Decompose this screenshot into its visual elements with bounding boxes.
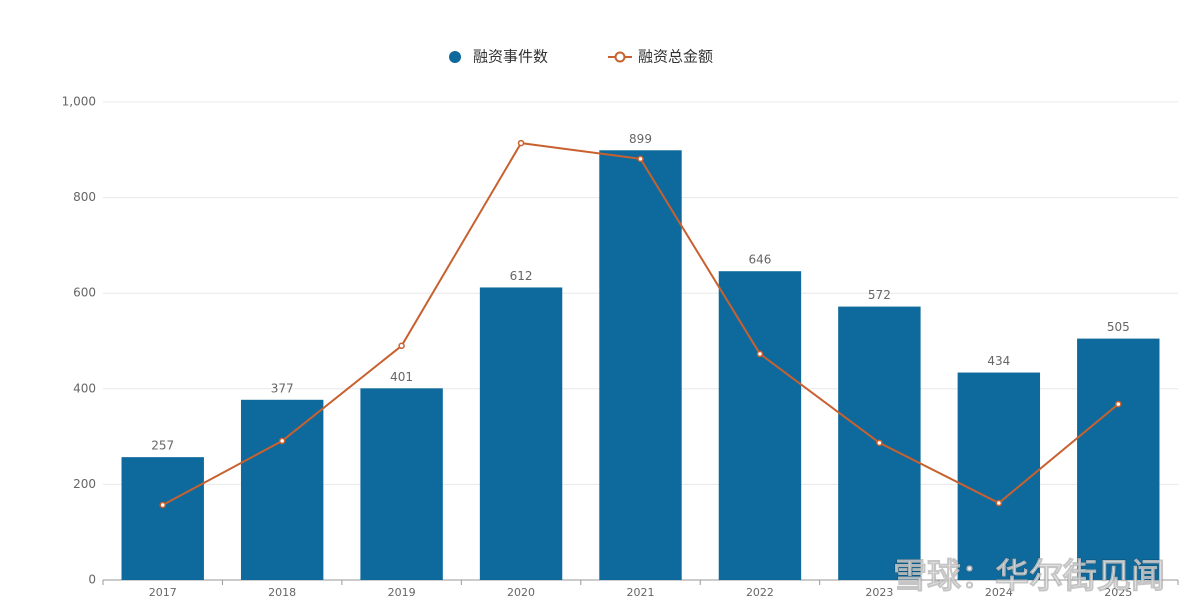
value-label: 572 [868,288,891,302]
x-tick-label: 2023 [865,586,893,599]
value-label: 612 [510,269,533,283]
value-label: 257 [151,439,174,453]
legend-marker [449,51,461,63]
value-label: 434 [987,354,1010,368]
value-label: 505 [1107,320,1130,334]
x-tick-label: 2018 [268,586,296,599]
x-tick-label: 2024 [985,586,1013,599]
x-tick-label: 2025 [1104,586,1132,599]
line-point [517,139,525,147]
line-point [637,155,644,163]
bar [121,457,204,580]
line-point [1115,400,1122,408]
line-point [398,342,405,350]
line-point [876,439,883,447]
bar [957,372,1041,580]
value-label: 646 [748,253,771,267]
bar [599,150,682,580]
legend-marker [614,51,626,63]
line-point [278,437,286,445]
x-tick-label: 2017 [149,586,177,599]
x-tick-label: 2022 [746,586,774,599]
line-point [159,501,166,509]
value-label: 377 [271,381,294,395]
bar [718,271,802,580]
x-tick-label: 2021 [627,586,655,599]
x-tick-label: 2019 [388,586,416,599]
bar [360,388,443,580]
value-label: 899 [629,132,652,146]
bar [479,287,563,580]
legend-label: 融资事件数 [473,48,548,66]
value-label: 401 [390,370,413,384]
y-tick-label: 1,000 [62,95,96,109]
y-tick-label: 800 [73,190,96,204]
y-tick-label: 0 [88,573,96,587]
y-tick-label: 400 [73,381,96,395]
bar [1077,338,1160,580]
x-tick-label: 2020 [507,586,535,599]
bar [240,399,324,580]
watermark: 雪球：华尔街见闻 [893,557,1165,597]
legend-label: 融资总金额 [638,48,713,66]
line-point [995,499,1003,507]
y-tick-label: 200 [73,477,96,491]
line-point [756,350,764,358]
y-tick-label: 600 [73,286,96,300]
